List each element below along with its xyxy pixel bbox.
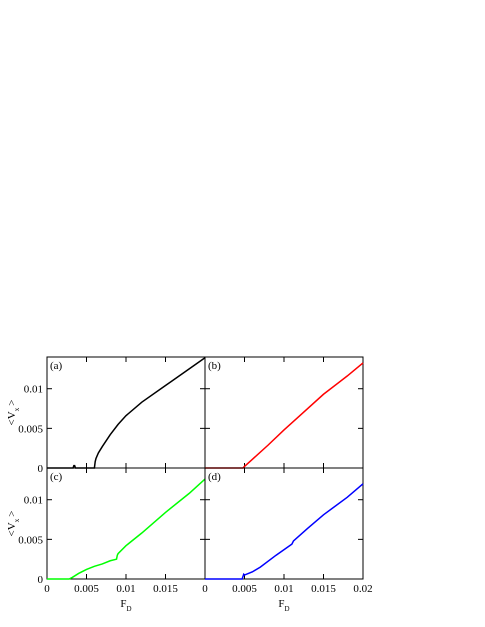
panel-label: (a) [50, 360, 63, 372]
x-tick-label: 0.01 [116, 583, 135, 595]
y-tick-label: 0.01 [24, 495, 43, 507]
y-axis-label: <Vx> [6, 400, 21, 426]
y-label-close: > [6, 511, 18, 517]
y-tick-label: 0 [38, 463, 44, 475]
data-line [205, 483, 364, 580]
y-tick-label: 0.01 [24, 384, 43, 396]
y-label-sub: x [13, 518, 21, 522]
x-label-sub: D [127, 605, 132, 613]
x-axis-label: FD [120, 598, 131, 613]
x-tick-label: 0.015 [311, 583, 336, 595]
data-line [47, 478, 206, 580]
y-label-close: > [6, 400, 18, 406]
panel-label: (b) [208, 360, 221, 372]
x-label-sub: D [285, 605, 290, 613]
data-line [205, 362, 364, 469]
x-tick-label: 0 [202, 583, 208, 595]
x-tick-label: 0.02 [353, 583, 372, 595]
panel-frame [204, 467, 364, 580]
x-label-main: F [278, 598, 284, 610]
x-tick-label: 0.005 [74, 583, 99, 595]
y-label-main: <V [6, 411, 18, 425]
x-label-main: F [120, 598, 126, 610]
x-tick-label: 0.015 [153, 583, 178, 595]
panel-frame [204, 356, 364, 469]
data-line [47, 357, 206, 469]
y-tick-label: 0.005 [18, 534, 43, 546]
y-axis-label: <Vx> [6, 511, 21, 537]
y-tick-label: 0 [38, 574, 44, 586]
x-tick-label: 0.01 [274, 583, 293, 595]
panel-label: (c) [50, 471, 63, 483]
panel-label: (d) [208, 471, 221, 483]
y-label-sub: x [13, 407, 21, 411]
y-tick-label: 0.005 [18, 423, 43, 435]
panel-frame [46, 467, 206, 580]
x-tick-label: 0 [44, 583, 50, 595]
x-tick-label: 0.005 [232, 583, 257, 595]
x-axis-label: FD [278, 598, 289, 613]
y-label-main: <V [6, 522, 18, 536]
